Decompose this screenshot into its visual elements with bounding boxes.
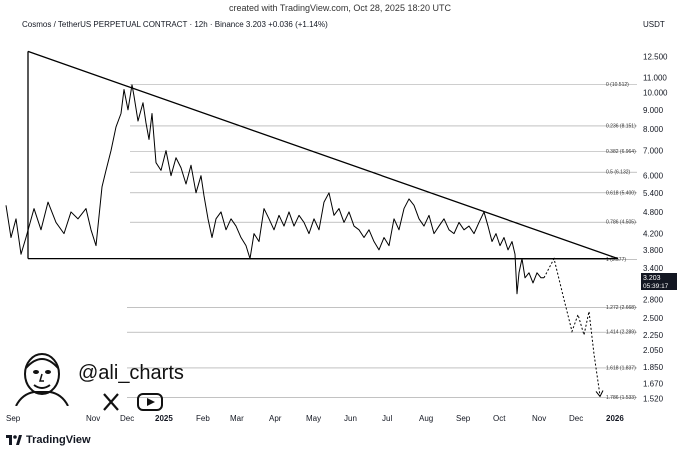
y-tick-label: 4.800: [643, 208, 664, 217]
y-tick-label: 1.670: [643, 379, 664, 388]
fib-label-2: 0.382 (6.964): [606, 149, 636, 155]
y-tick-label: 10.000: [643, 89, 668, 98]
x-logo-icon: [103, 393, 119, 411]
projection-arrow: [595, 390, 604, 398]
fib-label-9: 1.618 (1.837): [606, 365, 636, 371]
x-tick-label: Mar: [230, 414, 244, 423]
symbol-title: Cosmos / TetherUS PERPETUAL CONTRACT · 1…: [22, 20, 328, 29]
x-tick-label: Jun: [344, 414, 357, 423]
x-tick-label: Apr: [269, 414, 282, 423]
y-tick-label: 11.000: [643, 73, 667, 82]
fib-label-3: 0.5 (6.132): [606, 170, 631, 176]
y-tick-label: 12.500: [643, 52, 668, 61]
fib-label-4: 0.618 (5.400): [606, 190, 636, 196]
avatar-illustration: [15, 353, 69, 406]
y-tick-label: 2.800: [643, 295, 664, 304]
social-icons: [103, 393, 163, 411]
price-badge-countdown: 05:39:17: [643, 283, 669, 290]
y-tick-label: 8.000: [643, 125, 664, 134]
x-tick-label: Dec: [569, 414, 583, 423]
created-caption: created with TradingView.com, Oct 28, 20…: [229, 3, 451, 13]
x-tick-label: 2025: [155, 414, 173, 423]
x-tick-label: Oct: [493, 414, 506, 423]
x-tick-label: Aug: [419, 414, 433, 423]
trendlines: [27, 50, 619, 260]
price-series: [5, 84, 544, 295]
y-tick-label: 2.500: [643, 314, 664, 323]
price-badge-bg: [641, 273, 677, 290]
y-tick-label: 2.250: [643, 331, 664, 340]
y-tick-label: 3.800: [643, 246, 664, 255]
x-tick-label: Nov: [532, 414, 546, 423]
fib-label-5: 0.786 (4.505): [606, 220, 636, 226]
fib-label-6: 1 (3.577): [606, 257, 626, 263]
tradingview-logo-icon: [6, 435, 22, 445]
y-tick-label: 9.000: [643, 106, 664, 115]
fib-label-7: 1.272 (2.668): [606, 305, 636, 311]
y-tick-label: 3.400: [643, 264, 664, 273]
fib-label-1: 0.236 (8.151): [606, 123, 636, 129]
price-badge: 3.203 05:39:17: [641, 273, 677, 290]
x-tick-label: Dec: [120, 414, 134, 423]
x-tick-label: Feb: [196, 414, 210, 423]
y-tick-label: 5.400: [643, 189, 664, 198]
x-tick-label: Nov: [86, 414, 100, 423]
projection-line: [543, 257, 601, 396]
y-tick-label: 1.520: [643, 395, 664, 404]
x-axis: Sep Nov Dec 2025 Feb Mar Apr May Jun Jul Aug Sep Oct…: [6, 414, 624, 423]
youtube-icon: [137, 393, 163, 411]
y-tick-label: 7.000: [643, 147, 664, 156]
y-tick-label: 6.000: [643, 172, 664, 181]
price-badge-value: 3.203: [643, 275, 661, 282]
fib-label-8: 1.414 (2.289): [606, 330, 636, 336]
fib-label-0: 0 (10.512): [606, 82, 629, 88]
currency-label: USDT: [643, 20, 665, 29]
y-axis: 12.500 11.000 10.000 9.000 8.000 7.000 6.000 5.…: [643, 52, 668, 403]
x-tick-label: Sep: [456, 414, 471, 423]
y-tick-label: 2.050: [643, 346, 664, 355]
tradingview-logo: TradingView: [6, 434, 91, 446]
x-tick-label: Sep: [6, 414, 21, 423]
tradingview-logo-text: TradingView: [26, 434, 91, 446]
watermark-handle: @ali_charts: [78, 362, 184, 384]
y-tick-label: 4.200: [643, 230, 664, 239]
x-tick-label: May: [306, 414, 321, 423]
fib-label-10: 1.786 (1.533): [606, 395, 636, 401]
y-tick-label: 1.850: [643, 363, 664, 372]
price-line: [5, 84, 544, 295]
upper-trendline: [27, 50, 619, 260]
projection-path: [543, 257, 604, 398]
x-tick-label: 2026: [606, 414, 624, 423]
fib-levels: 0 (10.512) 0.236 (8.151) 0.382 (6.964) 0.5 …: [127, 82, 637, 401]
x-tick-label: Jul: [382, 414, 392, 423]
